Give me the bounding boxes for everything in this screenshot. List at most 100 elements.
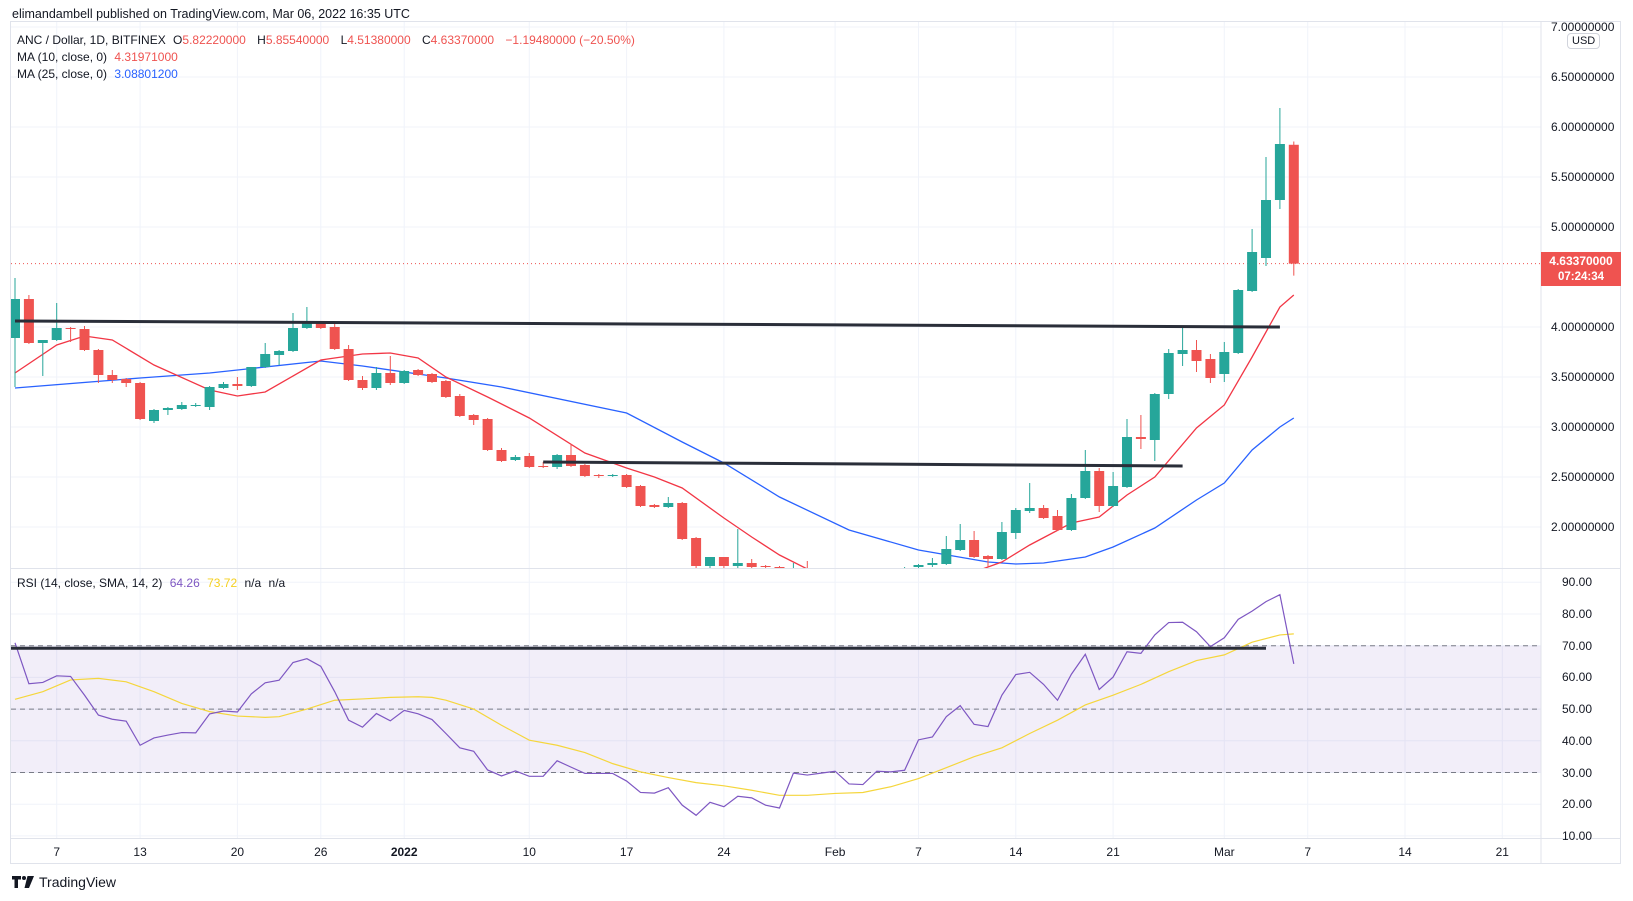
candle-body bbox=[718, 557, 729, 566]
close-label: C bbox=[422, 33, 431, 47]
candle-up bbox=[149, 409, 159, 423]
time-tick-label: 7 bbox=[53, 845, 61, 859]
candle-up bbox=[792, 563, 794, 568]
candle-body bbox=[93, 350, 104, 375]
candle-down bbox=[454, 394, 465, 417]
candle-body bbox=[315, 322, 326, 328]
candle-body bbox=[621, 475, 632, 487]
rsi-line bbox=[14, 593, 1295, 817]
candle-up bbox=[1010, 508, 1021, 539]
candle-up bbox=[274, 350, 285, 365]
candle-down bbox=[1094, 468, 1105, 512]
candle-body bbox=[955, 540, 966, 550]
candle-body bbox=[11, 299, 20, 338]
candle-up bbox=[1080, 450, 1091, 499]
candle-body bbox=[996, 532, 1007, 559]
candle-body bbox=[1177, 350, 1188, 354]
time-tick-label: 14 bbox=[1009, 845, 1023, 859]
ma10-label: MA (10, close, 0) bbox=[17, 50, 108, 64]
candle-body bbox=[399, 371, 410, 383]
candle-body bbox=[288, 328, 298, 351]
candle-down bbox=[427, 373, 437, 383]
candle-body bbox=[51, 328, 62, 340]
candle-down bbox=[1191, 340, 1202, 372]
candle-body bbox=[691, 538, 702, 566]
candle-down bbox=[760, 565, 771, 568]
legend-ma25[interactable]: MA (25, close, 0) 3.08801200 bbox=[17, 66, 639, 83]
candle-up bbox=[607, 474, 618, 477]
time-tick-label: 14 bbox=[1398, 845, 1412, 859]
candle-body bbox=[274, 351, 285, 355]
tradingview-logo-icon bbox=[12, 876, 34, 888]
price-tick-label: 6.00000000 bbox=[1551, 120, 1615, 134]
candle-down bbox=[121, 378, 132, 387]
candle-body bbox=[1288, 144, 1299, 264]
candle-body bbox=[218, 384, 229, 388]
candle-down bbox=[93, 349, 104, 383]
tradingview-logo[interactable]: TradingView bbox=[12, 874, 116, 890]
rsi-tick-label: 30.00 bbox=[1562, 765, 1593, 780]
candle-up bbox=[1066, 494, 1077, 531]
candle-up bbox=[218, 382, 229, 389]
candle-down bbox=[677, 502, 688, 540]
rsi-legend[interactable]: RSI (14, close, SMA, 14, 2) 64.26 73.72 … bbox=[17, 575, 289, 592]
candle-up bbox=[913, 564, 924, 568]
legend: ANC / Dollar, 1D, BITFINEX O5.82220000 H… bbox=[17, 32, 639, 83]
trendline-resistance-lower bbox=[543, 460, 1183, 468]
candle-down bbox=[468, 414, 479, 425]
candle-body bbox=[593, 475, 604, 476]
rsi-tick-label: 90.00 bbox=[1562, 575, 1593, 590]
time-tick-label: 26 bbox=[314, 845, 328, 859]
candle-body bbox=[774, 567, 785, 568]
last-price-tag: 4.63370000 07:24:34 bbox=[1541, 252, 1621, 286]
candle-up bbox=[288, 313, 298, 352]
candle-body bbox=[1010, 510, 1021, 533]
candle-body bbox=[1233, 290, 1244, 353]
rsi-na-2: n/a bbox=[268, 576, 286, 590]
candle-down bbox=[107, 370, 118, 383]
candle-down bbox=[1038, 505, 1049, 519]
close-value: 4.63370000 bbox=[430, 33, 495, 47]
candle-down bbox=[718, 557, 729, 568]
legend-ma10[interactable]: MA (10, close, 0) 4.31971000 bbox=[17, 49, 639, 66]
candle-up bbox=[872, 573, 882, 581]
candle-down bbox=[802, 561, 812, 575]
candle-body bbox=[329, 327, 340, 349]
candle-body bbox=[1094, 471, 1105, 506]
candle-body bbox=[732, 563, 743, 566]
candle-body bbox=[1066, 498, 1077, 530]
candle-body bbox=[343, 349, 354, 380]
gridlines bbox=[11, 22, 1541, 838]
time-tick-label: 7 bbox=[915, 845, 922, 859]
candle-down bbox=[385, 356, 396, 385]
time-tick-label: Feb bbox=[824, 845, 846, 859]
rsi-na-1: n/a bbox=[244, 576, 262, 590]
price-tick-label: 7.00000000 bbox=[1551, 20, 1615, 34]
rsi-tick-label: 10.00 bbox=[1562, 828, 1593, 843]
candle-down bbox=[440, 380, 451, 398]
price-tick-label: 5.50000000 bbox=[1551, 170, 1615, 184]
candle-down bbox=[774, 566, 785, 568]
rsi-tick-label: 60.00 bbox=[1562, 670, 1593, 685]
time-tick-label: Mar bbox=[1213, 845, 1235, 859]
symbol-info[interactable]: ANC / Dollar, 1D, BITFINEX bbox=[17, 33, 166, 47]
candle-body bbox=[65, 328, 76, 329]
price-tick-label: 4.00000000 bbox=[1551, 320, 1615, 334]
price-tick-label: 5.00000000 bbox=[1551, 220, 1615, 234]
currency-badge[interactable]: USD bbox=[1567, 33, 1601, 49]
candle-body bbox=[802, 570, 812, 575]
rsi-tick-label: 70.00 bbox=[1562, 638, 1593, 653]
price-tick-label: 6.50000000 bbox=[1551, 70, 1615, 84]
candle-body bbox=[371, 373, 382, 388]
bar-countdown: 07:24:34 bbox=[1557, 271, 1605, 283]
candle-up bbox=[190, 403, 201, 407]
candle-down bbox=[23, 295, 34, 344]
candle-body bbox=[37, 340, 48, 343]
candle-up bbox=[1163, 349, 1174, 399]
candle-up bbox=[1024, 483, 1035, 513]
candle-body bbox=[1052, 516, 1063, 530]
candle-body bbox=[635, 486, 646, 506]
candle-up bbox=[941, 536, 952, 565]
candle-body bbox=[232, 384, 243, 386]
